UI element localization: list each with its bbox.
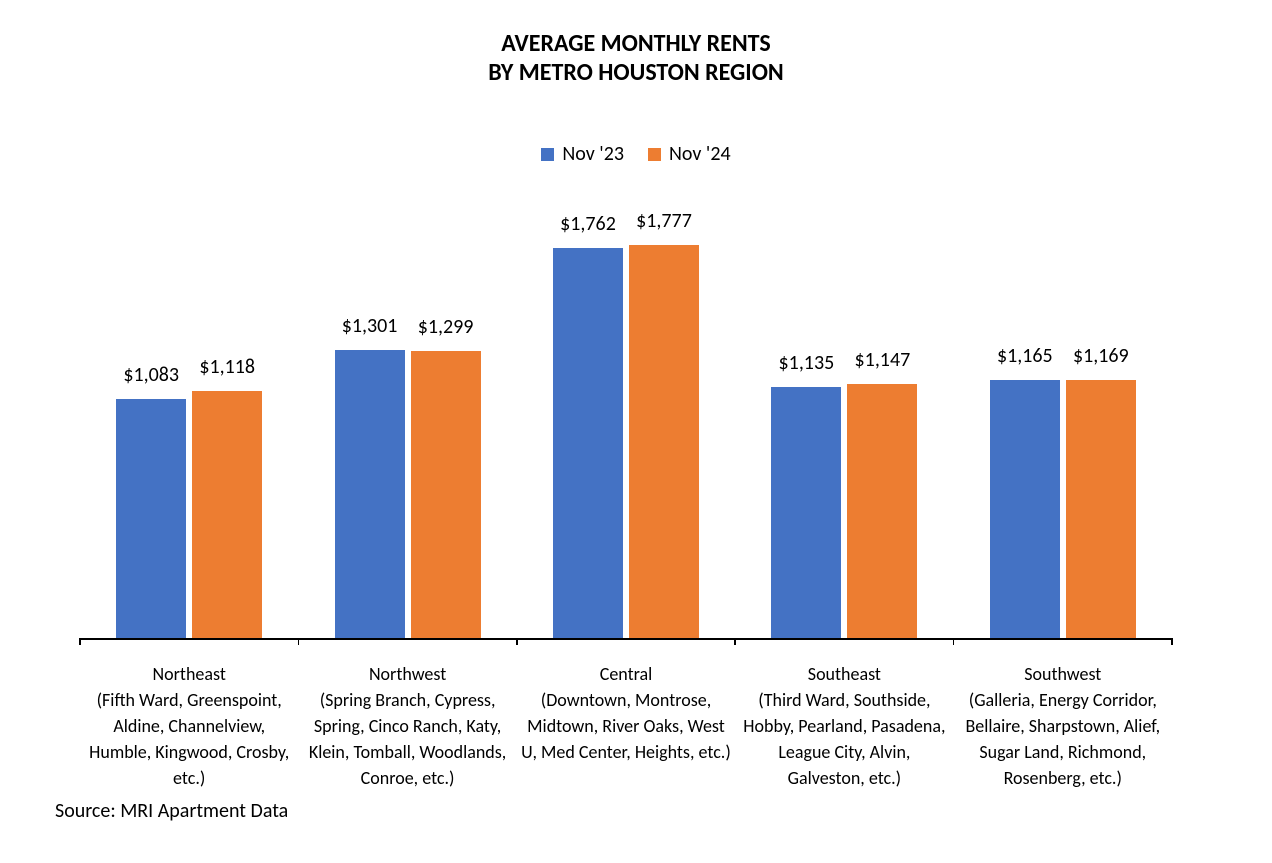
legend-swatch-icon bbox=[541, 148, 554, 161]
category-name: Northeast bbox=[84, 661, 294, 687]
legend-item: Nov '24 bbox=[648, 142, 731, 166]
chart-container: AVERAGE MONTHLY RENTS BY METRO HOUSTON R… bbox=[0, 0, 1272, 863]
x-axis-tick bbox=[734, 638, 736, 645]
bar-data-label: $1,299 bbox=[396, 315, 496, 339]
category-description: (Fifth Ward, Greenspoint, Aldine, Channe… bbox=[84, 687, 294, 791]
category-description: (Spring Branch, Cypress, Spring, Cinco R… bbox=[302, 687, 512, 791]
legend-swatch-icon bbox=[648, 148, 661, 161]
category-description: (Third Ward, Southside, Hobby, Pearland,… bbox=[739, 687, 949, 791]
category-description: (Galleria, Energy Corridor, Bellaire, Sh… bbox=[958, 687, 1168, 791]
bar-data-label: $1,169 bbox=[1051, 344, 1151, 368]
legend-item: Nov '23 bbox=[541, 142, 624, 166]
category-name: Southeast bbox=[739, 661, 949, 687]
x-axis-line bbox=[80, 638, 1172, 640]
bar-data-label: $1,118 bbox=[177, 355, 277, 379]
bar bbox=[771, 387, 841, 638]
bar bbox=[411, 351, 481, 638]
bar bbox=[553, 248, 623, 638]
chart-legend: Nov '23 Nov '24 bbox=[0, 142, 1272, 167]
bar bbox=[847, 384, 917, 638]
category-label: Northeast(Fifth Ward, Greenspoint, Aldin… bbox=[84, 661, 294, 791]
category-description: (Downtown, Montrose, Midtown, River Oaks… bbox=[521, 687, 731, 765]
bar-data-label: $1,777 bbox=[614, 209, 714, 233]
category-name: Southwest bbox=[958, 661, 1168, 687]
bar bbox=[192, 391, 262, 638]
category-label: Northwest(Spring Branch, Cypress, Spring… bbox=[302, 661, 512, 791]
legend-label: Nov '24 bbox=[669, 142, 731, 166]
bar bbox=[1066, 380, 1136, 638]
bar bbox=[335, 350, 405, 638]
category-label: Central(Downtown, Montrose, Midtown, Riv… bbox=[521, 661, 731, 765]
x-axis-tick bbox=[953, 638, 955, 645]
chart-source: Source: MRI Apartment Data bbox=[55, 799, 288, 823]
x-axis-tick bbox=[79, 638, 81, 645]
category-name: Northwest bbox=[302, 661, 512, 687]
chart-title: AVERAGE MONTHLY RENTS BY METRO HOUSTON R… bbox=[0, 30, 1272, 88]
chart-plot-area: $1,083$1,118$1,301$1,299$1,762$1,777$1,1… bbox=[80, 240, 1172, 638]
x-axis-tick bbox=[298, 638, 300, 645]
bar bbox=[116, 399, 186, 638]
category-label: Southwest(Galleria, Energy Corridor, Bel… bbox=[958, 661, 1168, 791]
x-axis-tick bbox=[1171, 638, 1173, 645]
chart-title-line1: AVERAGE MONTHLY RENTS bbox=[0, 30, 1272, 59]
bar bbox=[990, 380, 1060, 638]
bar bbox=[629, 245, 699, 638]
legend-label: Nov '23 bbox=[562, 142, 624, 166]
category-name: Central bbox=[521, 661, 731, 687]
chart-title-line2: BY METRO HOUSTON REGION bbox=[0, 59, 1272, 88]
bar-data-label: $1,147 bbox=[832, 348, 932, 372]
category-label: Southeast(Third Ward, Southside, Hobby, … bbox=[739, 661, 949, 791]
x-axis-tick bbox=[516, 638, 518, 645]
